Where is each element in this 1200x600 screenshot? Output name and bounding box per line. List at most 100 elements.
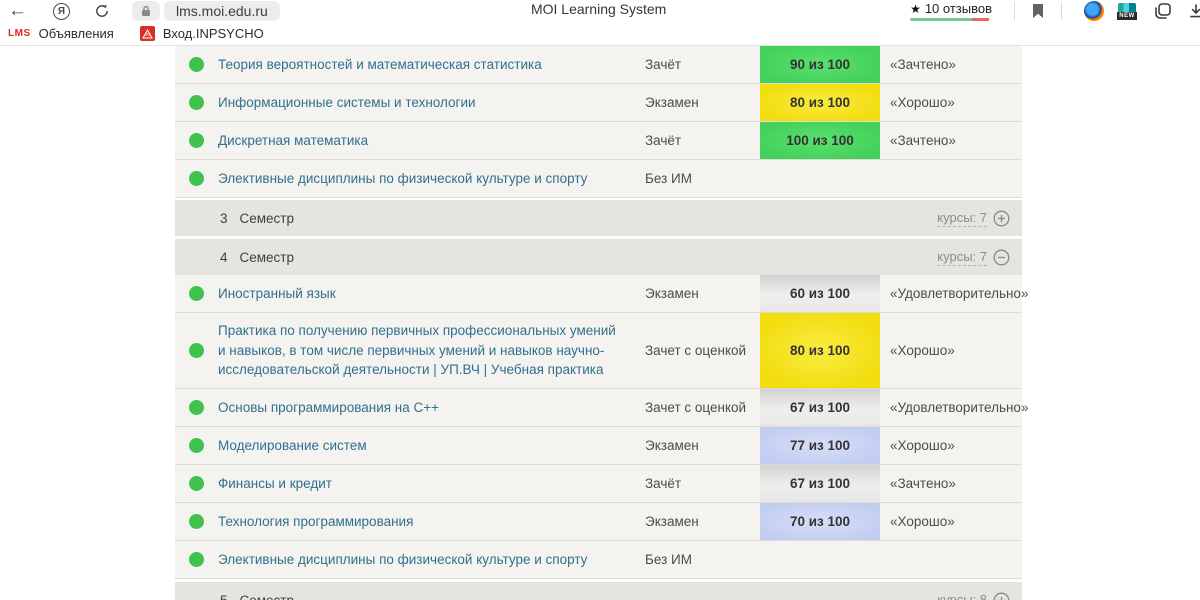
score-badge: 100 из 100: [760, 122, 880, 159]
refresh-button[interactable]: [94, 3, 110, 19]
status-dot-icon: [189, 400, 204, 415]
grade-label: «Хорошо»: [890, 514, 955, 529]
semester-header-5: 5 Семестр курсы: 8: [175, 582, 1022, 600]
control-type: Без ИМ: [645, 171, 692, 186]
toolbar-right: ★ 10 отзывов NEW: [910, 0, 1200, 22]
grade-label: «Хорошо»: [890, 343, 955, 358]
course-link[interactable]: Элективные дисциплины по физической куль…: [218, 170, 588, 186]
course-link[interactable]: Основы программирования на C++: [218, 399, 440, 415]
course-row: Дискретная математика Зачёт 100 из 100 «…: [175, 122, 1022, 160]
course-row: Практика по получению первичных професси…: [175, 313, 1022, 389]
course-row: Финансы и кредит Зачёт 67 из 100 «Зачтен…: [175, 465, 1022, 503]
status-dot-icon: [189, 171, 204, 186]
toolbar-left: ← Я lms.moi.edu.ru: [0, 0, 280, 22]
new-extension-icon[interactable]: NEW: [1116, 2, 1138, 20]
collapse-minus-icon[interactable]: [993, 249, 1010, 266]
course-link[interactable]: Теория вероятностей и математическая ста…: [218, 56, 542, 72]
expand-plus-icon[interactable]: [993, 592, 1010, 600]
extension-orb-icon[interactable]: [1084, 1, 1104, 21]
status-dot-icon: [189, 552, 204, 567]
site-reviews[interactable]: ★ 10 отзывов: [910, 1, 992, 21]
courses-count-link[interactable]: курсы: 8: [937, 592, 987, 600]
bookmark-inpsycho-label: Вход.INPSYCHO: [162, 26, 264, 41]
grade-label: «Зачтено»: [890, 476, 956, 491]
grade-label: «Зачтено»: [890, 133, 956, 148]
collections-icon[interactable]: [1152, 2, 1172, 20]
course-link[interactable]: Иностранный язык: [218, 285, 336, 301]
course-row: Иностранный язык Экзамен 60 из 100 «Удов…: [175, 275, 1028, 313]
yandex-icon[interactable]: Я: [53, 2, 70, 20]
status-dot-icon: [189, 57, 204, 72]
download-icon[interactable]: [1188, 3, 1200, 19]
bookmark-announcements-label: Объявления: [38, 26, 114, 41]
bookmark-announcements[interactable]: LMS Объявления: [8, 26, 114, 41]
course-row: Основы программирования на C++ Зачет с о…: [175, 389, 1028, 427]
course-row: Моделирование систем Экзамен 77 из 100 «…: [175, 427, 1022, 465]
semester-title: 4 Семестр: [220, 249, 295, 265]
bookmarks-bar: LMS Объявления Вход.INPSYCHO: [0, 22, 1200, 46]
address-bar[interactable]: lms.moi.edu.ru: [164, 1, 280, 21]
score-badge: 67 из 100: [760, 465, 880, 502]
pyramid-favicon: [139, 26, 155, 41]
status-dot-icon: [189, 343, 204, 358]
grade-label: «Удовлетворительно»: [890, 400, 1029, 415]
status-dot-icon: [189, 95, 204, 110]
course-link[interactable]: Практика по получению первичных професси…: [218, 323, 616, 378]
course-link[interactable]: Финансы и кредит: [218, 475, 332, 491]
lms-favicon: LMS: [8, 28, 31, 39]
control-type: Экзамен: [645, 95, 699, 110]
control-type: Экзамен: [645, 438, 699, 453]
course-row: Информационные системы и технологии Экза…: [175, 84, 1022, 122]
toolbar-divider: [1014, 2, 1015, 20]
expand-plus-icon[interactable]: [993, 210, 1010, 227]
back-button[interactable]: ←: [8, 0, 27, 21]
control-type: Зачёт: [645, 476, 682, 491]
course-link[interactable]: Информационные системы и технологии: [218, 94, 476, 110]
lock-icon[interactable]: [132, 1, 160, 21]
course-link[interactable]: Элективные дисциплины по физической куль…: [218, 551, 588, 567]
bookmark-inpsycho[interactable]: Вход.INPSYCHO: [139, 26, 264, 41]
control-type: Зачёт: [645, 133, 682, 148]
control-type: Зачёт: [645, 57, 682, 72]
score-badge: 80 из 100: [760, 84, 880, 121]
control-type: Без ИМ: [645, 552, 692, 567]
status-dot-icon: [189, 438, 204, 453]
course-row: Теория вероятностей и математическая ста…: [175, 46, 1022, 84]
semester-title: 3 Семестр: [220, 210, 295, 226]
semester-title: 5 Семестр: [220, 592, 295, 600]
courses-count-link[interactable]: курсы: 7: [937, 248, 987, 266]
status-dot-icon: [189, 476, 204, 491]
browser-toolbar: ← Я lms.moi.edu.ru MOI Learning System ★…: [0, 0, 1200, 22]
grade-label: «Хорошо»: [890, 438, 955, 453]
grade-label: «Хорошо»: [890, 95, 955, 110]
course-link[interactable]: Моделирование систем: [218, 437, 367, 453]
grade-label: «Удовлетворительно»: [890, 286, 1029, 301]
reviews-count-label: 10 отзывов: [924, 1, 992, 16]
bookmark-flag-icon[interactable]: [1031, 3, 1045, 19]
course-link[interactable]: Дискретная математика: [218, 132, 369, 148]
score-badge: 80 из 100: [760, 313, 880, 388]
score-badge: 70 из 100: [760, 503, 880, 540]
rating-bar-positive: [910, 18, 973, 21]
new-badge: NEW: [1117, 11, 1137, 20]
control-type: Экзамен: [645, 514, 699, 529]
course-row: Элективные дисциплины по физической куль…: [175, 160, 1022, 198]
grade-label: «Зачтено»: [890, 57, 956, 72]
score-badge: 60 из 100: [760, 275, 880, 312]
gradebook-table: Теория вероятностей и математическая ста…: [175, 46, 1028, 600]
course-row: Технология программирования Экзамен 70 и…: [175, 503, 1022, 541]
star-icon: ★: [910, 1, 921, 16]
score-badge: 67 из 100: [760, 389, 880, 426]
page-title: MOI Learning System: [530, 1, 667, 17]
control-type: Экзамен: [645, 286, 699, 301]
course-row: Элективные дисциплины по физической куль…: [175, 541, 1022, 579]
status-dot-icon: [189, 286, 204, 301]
score-badge: 77 из 100: [760, 427, 880, 464]
toolbar-divider-2: [1061, 2, 1062, 20]
status-dot-icon: [189, 514, 204, 529]
course-link[interactable]: Технология программирования: [218, 513, 414, 529]
control-type: Зачет с оценкой: [645, 400, 747, 415]
new-extension-art: [1118, 2, 1136, 12]
courses-count-link[interactable]: курсы: 7: [937, 209, 987, 227]
semester-header-3: 3 Семестр курсы: 7: [175, 200, 1022, 236]
